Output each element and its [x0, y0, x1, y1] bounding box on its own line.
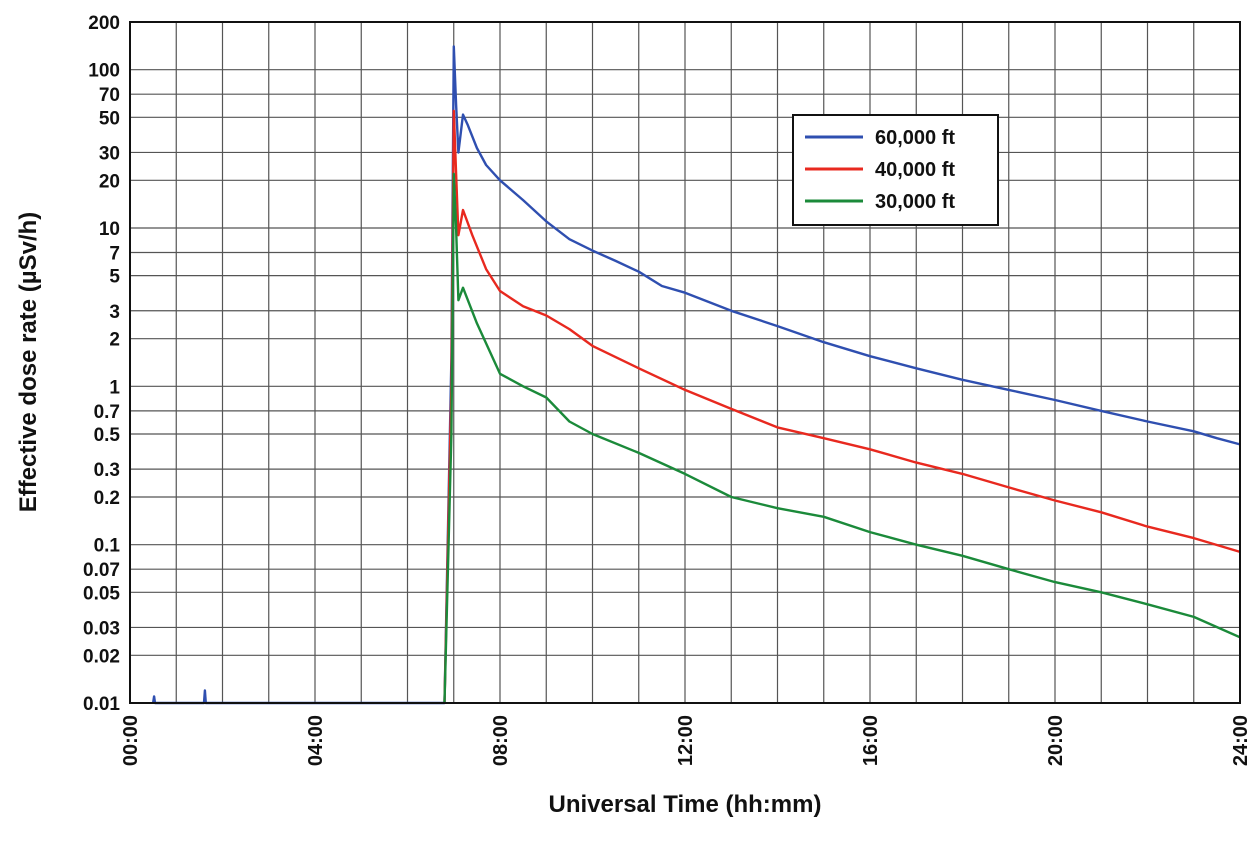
y-tick-label: 2: [109, 330, 120, 351]
y-tick-label: 10: [99, 219, 120, 240]
plot-frame: [129, 21, 1241, 704]
x-axis-title: Universal Time (hh:mm): [549, 791, 822, 818]
y-tick-label: 0.1: [94, 536, 121, 557]
y-tick-label: 100: [88, 61, 120, 82]
y-tick-label: 0.5: [94, 425, 121, 446]
legend-label-2: 40,000 ft: [875, 159, 955, 181]
series-line-2: [443, 109, 1241, 704]
series-lines: [151, 45, 1241, 705]
x-tick-label: 04:00: [305, 715, 327, 766]
y-tick-label: 7: [109, 244, 120, 265]
x-tick-label: 00:00: [120, 715, 142, 766]
x-tick-label: 20:00: [1045, 715, 1067, 766]
x-tick-label: 16:00: [860, 715, 882, 766]
x-tick-labels: 00:00 04:00 08:00 12:00 16:00 20:00 24:00: [120, 715, 1252, 766]
y-tick-label: 70: [99, 85, 120, 106]
legend-label-1: 60,000 ft: [875, 127, 955, 149]
legend: 60,000 ft 40,000 ft 30,000 ft: [792, 114, 999, 226]
series-line-3: [443, 172, 1241, 704]
y-tick-label: 30: [99, 143, 120, 164]
y-tick-label: 200: [88, 13, 120, 34]
y-tick-label: 1: [109, 377, 120, 398]
y-tick-label: 50: [99, 108, 120, 129]
y-tick-label: 0.2: [94, 488, 120, 509]
y-tick-label: 0.7: [94, 402, 120, 423]
y-tick-label: 5: [109, 267, 120, 288]
axes: [129, 21, 1241, 704]
x-tick-label: 08:00: [490, 715, 512, 766]
series-line-1: [151, 45, 1241, 705]
grid: [130, 22, 1240, 703]
legend-label-3: 30,000 ft: [875, 191, 955, 213]
x-tick-label: 12:00: [675, 715, 697, 766]
y-tick-label: 0.3: [94, 460, 120, 481]
y-tick-label: 3: [109, 302, 120, 323]
y-tick-label: 0.03: [83, 618, 120, 639]
y-tick-label: 20: [99, 171, 120, 192]
y-tick-label: 0.05: [83, 583, 120, 604]
y-tick-label: 0.01: [83, 694, 120, 715]
y-axis-title: Effective dose rate (µSv/h): [15, 212, 42, 513]
y-tick-label: 0.07: [83, 560, 120, 581]
x-tick-label: 24:00: [1230, 715, 1252, 766]
y-tick-label: 0.02: [83, 646, 120, 667]
